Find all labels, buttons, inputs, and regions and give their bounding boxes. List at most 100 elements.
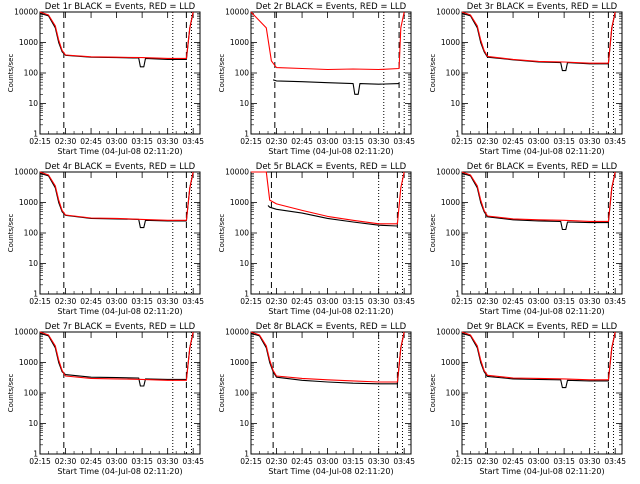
y-tick-label: 1 bbox=[455, 130, 460, 139]
x-tick-label: 03:00 bbox=[106, 137, 128, 146]
x-tick-label: 02:15 bbox=[240, 297, 262, 306]
x-tick-label: 03:15 bbox=[131, 137, 153, 146]
x-tick-label: 02:45 bbox=[291, 457, 313, 466]
y-axis-label: Counts/sec bbox=[7, 374, 15, 413]
y-tick-label: 1000 bbox=[19, 198, 38, 207]
x-tick-label: 03:30 bbox=[368, 137, 390, 146]
y-tick-label: 100 bbox=[446, 389, 461, 398]
x-tick-label: 03:00 bbox=[317, 297, 339, 306]
y-tick-label: 100 bbox=[24, 389, 39, 398]
x-tick-label: 02:30 bbox=[55, 297, 77, 306]
y-tick-label: 10 bbox=[28, 259, 38, 268]
y-tick-label: 100 bbox=[24, 69, 39, 78]
detector-plot-6: Det 6r BLACK = Events, RED = LLD Counts/s… bbox=[429, 162, 626, 316]
detector-plot-1: Det 1r BLACK = Events, RED = LLD Counts/s… bbox=[7, 2, 204, 156]
x-tick-label: 02:45 bbox=[502, 457, 524, 466]
y-tick-label: 1 bbox=[33, 130, 38, 139]
x-axis-label: Start Time (04-Jul-08 02:11:20) bbox=[268, 467, 393, 476]
y-tick-label: 1 bbox=[244, 130, 249, 139]
x-tick-label: 03:30 bbox=[579, 137, 601, 146]
y-tick-label: 1000 bbox=[441, 198, 460, 207]
x-tick-label: 03:30 bbox=[579, 457, 601, 466]
plot-title: Det 1r BLACK = Events, RED = LLD bbox=[45, 2, 196, 12]
x-tick-label: 03:45 bbox=[393, 457, 415, 466]
x-tick-label: 02:15 bbox=[240, 457, 262, 466]
plot-title: Det 9r BLACK = Events, RED = LLD bbox=[467, 322, 618, 332]
detector-plot-8: Det 8r BLACK = Events, RED = LLD Counts/s… bbox=[218, 322, 415, 476]
y-tick-label: 1000 bbox=[230, 358, 249, 367]
x-tick-label: 02:30 bbox=[266, 137, 288, 146]
y-tick-label: 10000 bbox=[14, 328, 38, 337]
detector-plot-7: Det 7r BLACK = Events, RED = LLD Counts/s… bbox=[7, 322, 204, 476]
x-tick-label: 03:15 bbox=[342, 297, 364, 306]
y-tick-label: 100 bbox=[446, 69, 461, 78]
y-tick-label: 1 bbox=[33, 290, 38, 299]
y-tick-label: 100 bbox=[24, 229, 39, 238]
x-tick-label: 03:45 bbox=[604, 457, 626, 466]
y-tick-label: 10000 bbox=[14, 168, 38, 177]
series-line-events bbox=[250, 331, 405, 385]
plot-title: Det 8r BLACK = Events, RED = LLD bbox=[256, 322, 407, 332]
plot-title: Det 6r BLACK = Events, RED = LLD bbox=[467, 162, 618, 172]
detector-plot-5: Det 5r BLACK = Events, RED = LLD Counts/s… bbox=[218, 162, 415, 316]
x-tick-label: 02:15 bbox=[29, 457, 51, 466]
x-tick-label: 03:30 bbox=[368, 457, 390, 466]
y-axis-label: Counts/sec bbox=[218, 214, 226, 253]
y-tick-label: 10 bbox=[450, 99, 460, 108]
x-tick-label: 02:30 bbox=[55, 137, 77, 146]
y-tick-label: 10000 bbox=[436, 328, 460, 337]
plot-title: Det 2r BLACK = Events, RED = LLD bbox=[256, 2, 407, 12]
x-axis-label: Start Time (04-Jul-08 02:11:20) bbox=[57, 147, 182, 156]
x-tick-label: 03:00 bbox=[528, 137, 550, 146]
x-tick-label: 02:15 bbox=[451, 137, 473, 146]
plot-frame bbox=[250, 331, 412, 455]
detector-plot-2: Det 2r BLACK = Events, RED = LLD Counts/s… bbox=[218, 2, 415, 156]
y-tick-label: 10 bbox=[450, 419, 460, 428]
x-tick-label: 03:15 bbox=[553, 457, 575, 466]
x-tick-label: 02:45 bbox=[291, 297, 313, 306]
x-tick-label: 03:00 bbox=[106, 457, 128, 466]
y-axis-label: Counts/sec bbox=[429, 54, 437, 93]
x-tick-label: 03:30 bbox=[579, 297, 601, 306]
x-tick-label: 03:15 bbox=[553, 297, 575, 306]
x-tick-label: 02:45 bbox=[291, 137, 313, 146]
y-axis-label: Counts/sec bbox=[218, 374, 226, 413]
x-tick-label: 03:15 bbox=[553, 137, 575, 146]
y-tick-label: 1000 bbox=[441, 358, 460, 367]
x-axis-label: Start Time (04-Jul-08 02:11:20) bbox=[57, 467, 182, 476]
x-tick-label: 02:15 bbox=[29, 137, 51, 146]
series-line-lld bbox=[461, 11, 616, 64]
y-tick-label: 10000 bbox=[436, 8, 460, 17]
y-tick-label: 100 bbox=[446, 229, 461, 238]
x-tick-label: 03:00 bbox=[106, 297, 128, 306]
x-tick-label: 03:00 bbox=[317, 457, 339, 466]
x-tick-label: 03:00 bbox=[317, 137, 339, 146]
plot-title: Det 4r BLACK = Events, RED = LLD bbox=[45, 162, 196, 172]
x-tick-label: 03:45 bbox=[182, 137, 204, 146]
x-tick-label: 03:15 bbox=[342, 137, 364, 146]
y-tick-label: 100 bbox=[235, 229, 250, 238]
x-tick-label: 02:45 bbox=[80, 457, 102, 466]
x-axis-label: Start Time (04-Jul-08 02:11:20) bbox=[479, 147, 604, 156]
series-line-lld bbox=[39, 11, 194, 59]
series-line-events bbox=[39, 171, 194, 229]
y-tick-label: 1 bbox=[455, 450, 460, 459]
x-tick-label: 03:00 bbox=[528, 297, 550, 306]
detector-plot-9: Det 9r BLACK = Events, RED = LLD Counts/s… bbox=[429, 322, 626, 476]
y-tick-label: 1000 bbox=[19, 358, 38, 367]
y-tick-label: 1 bbox=[33, 450, 38, 459]
y-tick-label: 100 bbox=[235, 69, 250, 78]
y-tick-label: 10 bbox=[239, 419, 249, 428]
x-tick-label: 03:15 bbox=[131, 457, 153, 466]
y-axis-label: Counts/sec bbox=[429, 374, 437, 413]
x-tick-label: 02:30 bbox=[477, 457, 499, 466]
x-axis-label: Start Time (04-Jul-08 02:11:20) bbox=[57, 307, 182, 316]
y-tick-label: 1 bbox=[244, 290, 249, 299]
x-tick-label: 03:30 bbox=[368, 297, 390, 306]
x-tick-label: 02:30 bbox=[266, 457, 288, 466]
series-line-lld bbox=[251, 171, 405, 225]
y-tick-label: 100 bbox=[235, 389, 250, 398]
x-axis-label: Start Time (04-Jul-08 02:11:20) bbox=[479, 467, 604, 476]
